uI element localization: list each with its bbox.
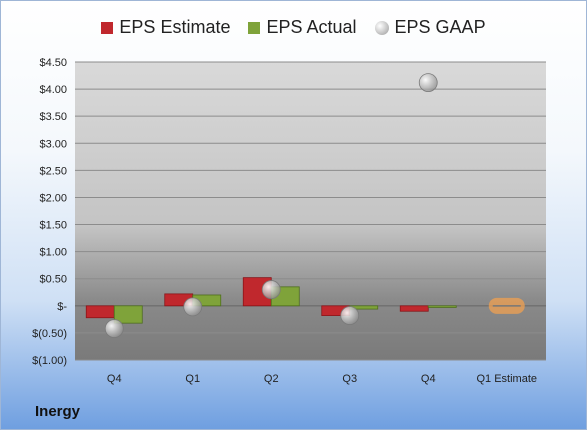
y-tick-label: $1.50 (39, 220, 67, 232)
x-tick-label: Q2 (264, 373, 279, 385)
legend: EPS Estimate EPS Actual EPS GAAP (1, 17, 586, 38)
x-tick-label: Q1 Estimate (476, 373, 537, 385)
plot-area (75, 62, 546, 360)
eps-estimate-bar (85, 305, 115, 319)
legend-swatch-actual (248, 21, 261, 34)
y-tick-label: $(1.00) (32, 355, 67, 367)
legend-label-actual: EPS Actual (266, 17, 357, 37)
legend-swatch-gaap (374, 20, 389, 35)
x-tick-label: Q3 (342, 373, 357, 385)
eps-gaap-point (183, 297, 203, 317)
y-tick-label: $- (57, 301, 67, 313)
x-tick-label: Q4 (421, 373, 436, 385)
eps-gaap-point (340, 306, 360, 325)
eps-estimate-bar (399, 305, 429, 312)
legend-swatch-estimate (101, 21, 114, 34)
legend-item-estimate: EPS Estimate (101, 17, 230, 38)
legend-label-gaap: EPS GAAP (394, 17, 486, 37)
eps-actual-bar (113, 305, 143, 324)
y-tick-label: $3.00 (39, 138, 67, 150)
legend-item-gaap: EPS GAAP (374, 17, 486, 38)
y-tick-label: $2.50 (39, 165, 67, 177)
eps-gaap-point (418, 73, 438, 92)
y-tick-label: $1.00 (39, 247, 67, 259)
eps-gaap-point (104, 319, 124, 338)
x-tick-label: Q4 (107, 373, 122, 385)
eps-gaap-point (261, 280, 281, 299)
y-tick-label: $(0.50) (32, 328, 67, 340)
y-tick-label: $3.50 (39, 111, 67, 123)
y-tick-label: $4.50 (39, 57, 67, 69)
company-name: Inergy (35, 403, 81, 420)
legend-label-estimate: EPS Estimate (119, 17, 231, 37)
y-tick-label: $0.50 (39, 274, 67, 286)
legend-item-actual: EPS Actual (248, 17, 357, 38)
y-tick-label: $2.00 (39, 192, 67, 204)
eps-actual-bar (427, 305, 457, 308)
y-tick-label: $4.00 (39, 84, 67, 96)
x-tick-label: Q1 (185, 373, 200, 385)
